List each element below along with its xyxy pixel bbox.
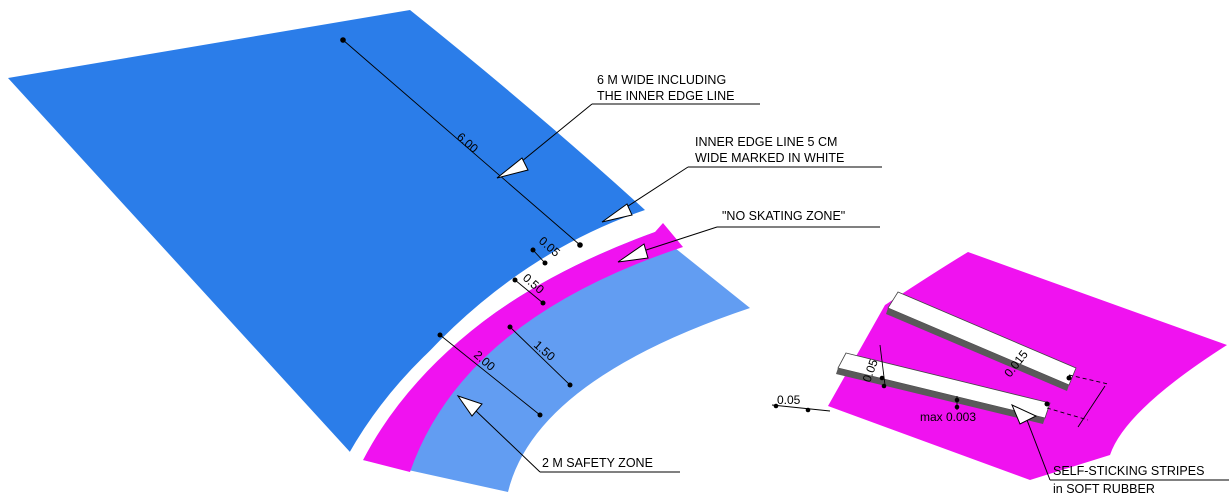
rubber-stripe-upper-side: [886, 308, 1069, 391]
callout-track-line1: 6 M WIDE INCLUDING: [597, 73, 726, 87]
dim-stripe-height-label: max 0.003: [920, 410, 976, 424]
callout-no-skating-arrow: [617, 243, 649, 263]
callout-stripes-line2: in SOFT RUBBER: [1053, 482, 1155, 496]
callout-stripes-arrow: [1011, 404, 1038, 425]
callout-safety-arrow: [456, 395, 483, 417]
dim-stripe-edge: 0.05: [771, 393, 831, 413]
callout-safety-zone: 2 M SAFETY ZONE: [456, 395, 680, 473]
callout-stripes: SELF-STICKING STRIPES in SOFT RUBBER: [1011, 404, 1229, 496]
callout-safety-line1: 2 M SAFETY ZONE: [542, 456, 653, 470]
callout-edge-arrow: [601, 203, 633, 223]
callout-track-width: 6 M WIDE INCLUDING THE INNER EDGE LINE: [496, 73, 760, 179]
no-skating-zone-band: [363, 223, 683, 472]
callout-inner-edge: INNER EDGE LINE 5 CM WIDE MARKED IN WHIT…: [601, 135, 882, 223]
track-band: [8, 10, 645, 452]
callout-edge-line2: WIDE MARKED IN WHITE: [695, 151, 844, 165]
callout-track-arrow: [496, 157, 529, 179]
callout-no-skating-line1: "NO SKATING ZONE": [722, 209, 845, 223]
callout-stripes-line1: SELF-STICKING STRIPES: [1053, 464, 1204, 478]
callout-no-skating: "NO SKATING ZONE": [617, 209, 880, 263]
dim-stripe-edge-label: 0.05: [777, 393, 801, 407]
rubber-stripe-lower-side: [836, 368, 1045, 424]
callout-track-line2: THE INNER EDGE LINE: [597, 89, 735, 103]
safety-zone-band: [363, 232, 750, 492]
callout-edge-line1: INNER EDGE LINE 5 CM: [695, 135, 837, 149]
dim-stripe-height: max 0.003: [920, 396, 976, 424]
